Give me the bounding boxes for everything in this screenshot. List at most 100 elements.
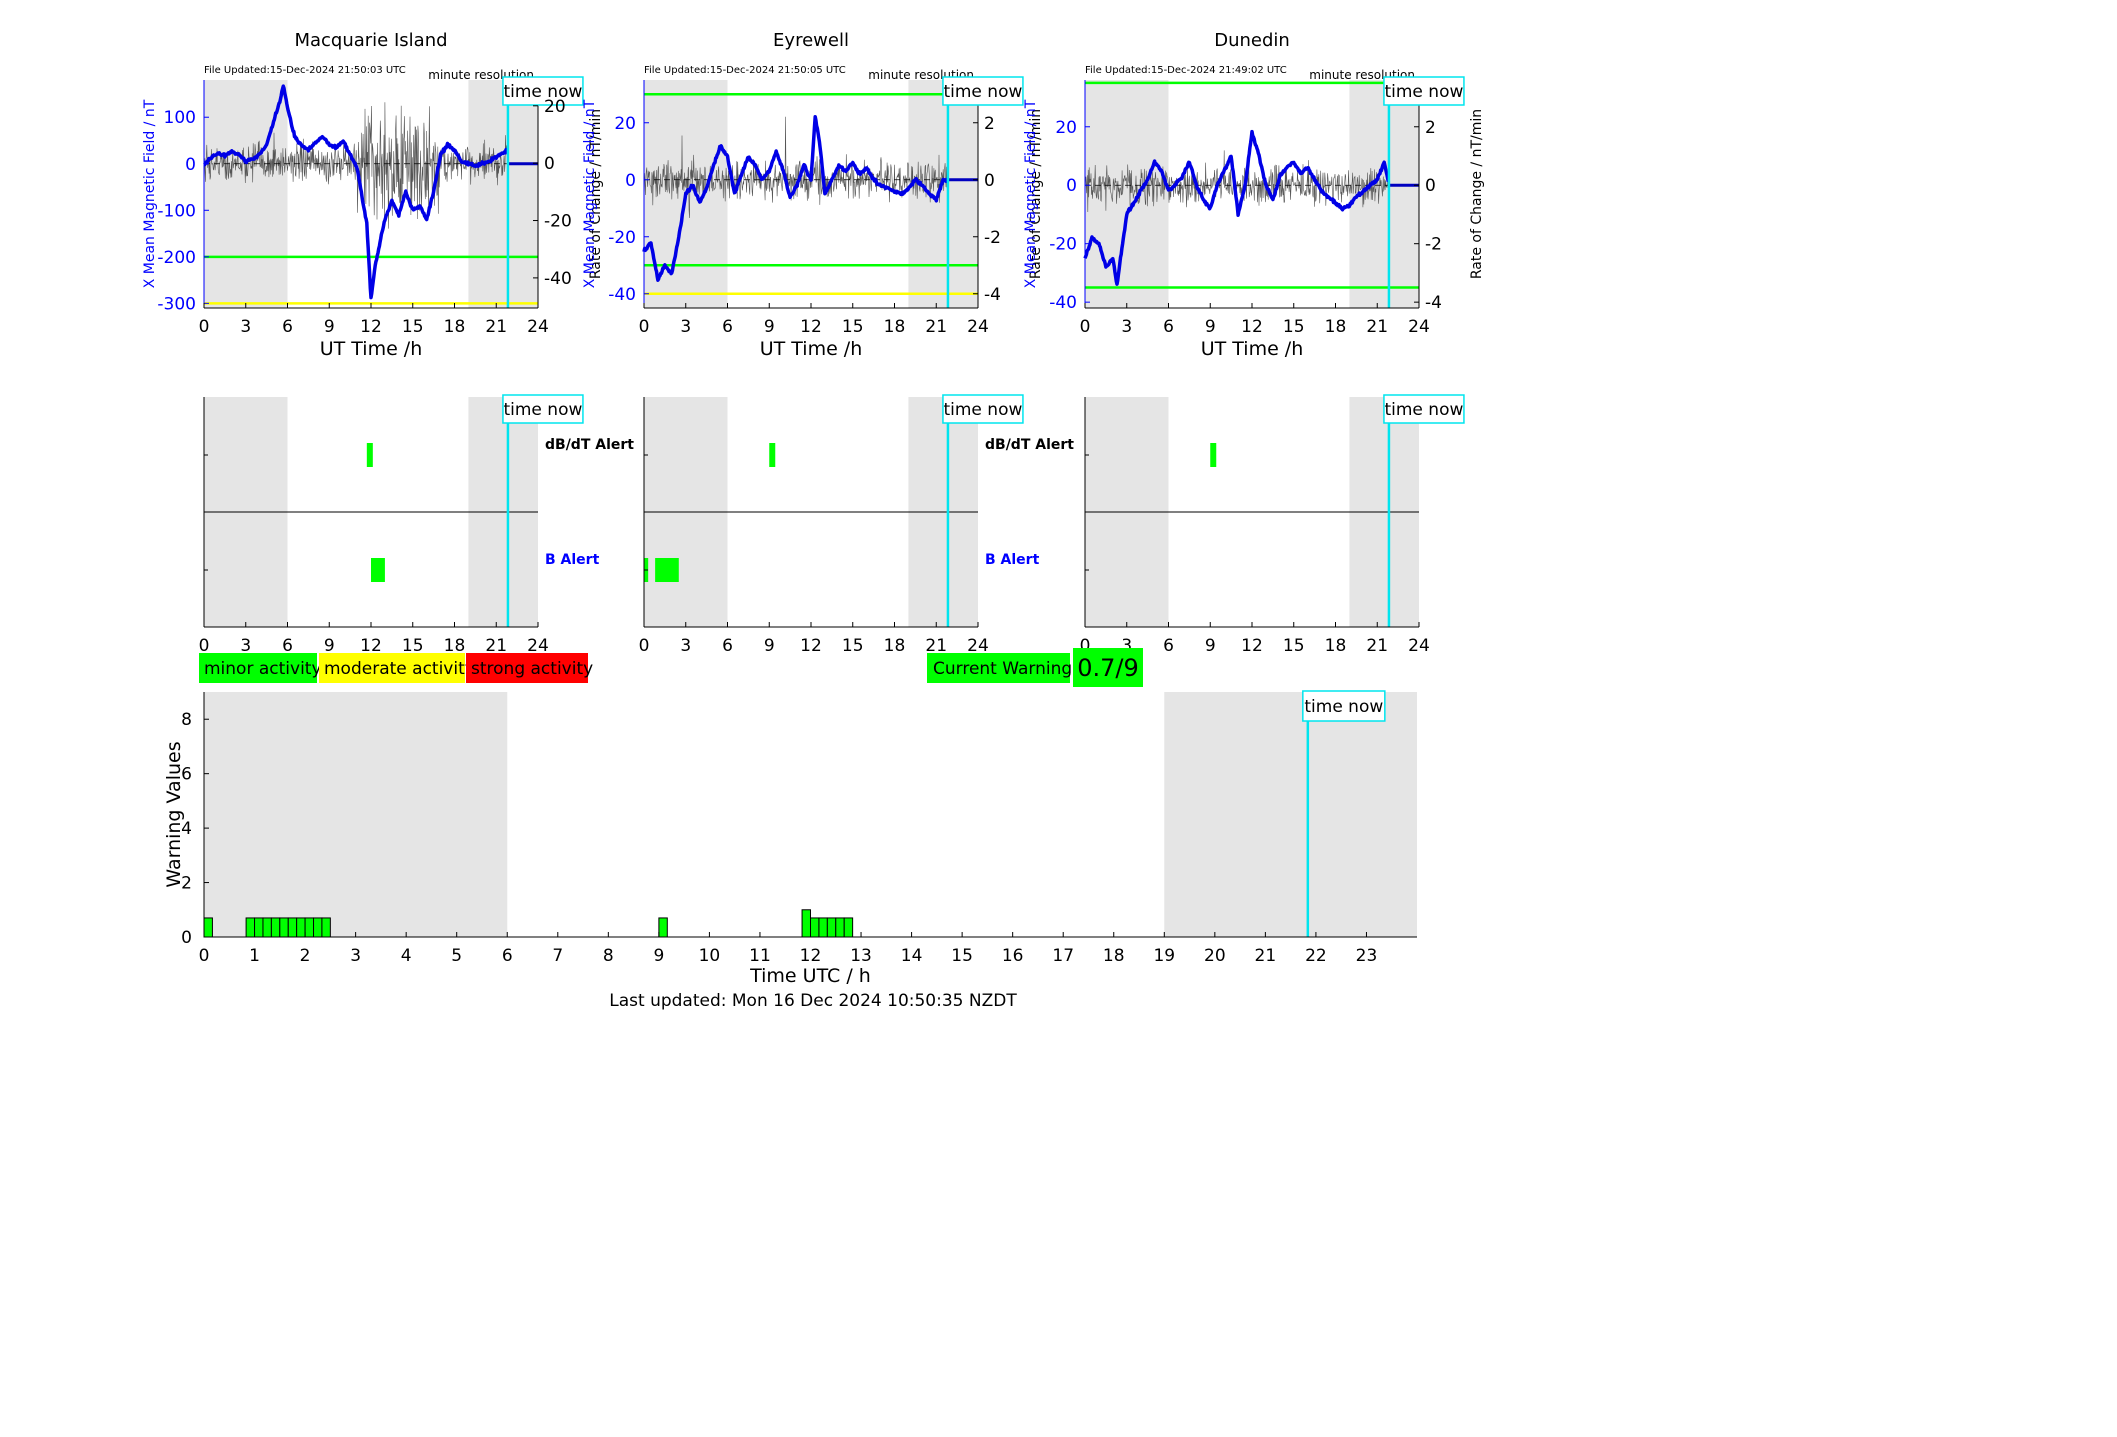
time-now-label: time now — [1384, 82, 1463, 102]
station-title: Macquarie Island — [294, 30, 447, 51]
y2-tick-label: 2 — [1425, 118, 1436, 138]
warning-y-tick-label: 8 — [181, 710, 192, 730]
y2-tick-label: -20 — [544, 212, 572, 232]
dbdt-alert-bar — [1210, 443, 1217, 467]
alert-time-now-box — [942, 394, 1024, 424]
x-axis-label: UT Time /h — [760, 338, 863, 360]
warning-x-tick-label: 1 — [249, 946, 260, 966]
night-shading — [468, 80, 538, 308]
warning-bar — [287, 917, 298, 938]
warning-x-tick-label: 0 — [199, 946, 210, 966]
y-tick-label: -200 — [157, 248, 196, 268]
time-now-box — [502, 76, 584, 106]
last-updated-text: Last updated: Mon 16 Dec 2024 10:50:35 N… — [609, 991, 1017, 1011]
warning-bar — [245, 917, 256, 938]
dbdt-alert-label: dB/dT Alert — [985, 437, 1074, 453]
time-now-label: time now — [943, 82, 1022, 102]
warning-night-shading — [204, 692, 508, 937]
legend-swatch — [199, 653, 317, 683]
y-tick-label: 0 — [625, 171, 636, 191]
alert-x-tick-label: 15 — [842, 636, 864, 656]
warning-x-tick-label: 4 — [401, 946, 412, 966]
x-tick-label: 12 — [800, 317, 822, 337]
warning-night-shading — [1164, 692, 1417, 937]
legend-label: moderate activity — [324, 659, 475, 679]
alert-x-tick-label: 18 — [884, 636, 906, 656]
b-alert-bar — [371, 558, 385, 582]
warning-bar — [801, 909, 811, 938]
time-now-box — [942, 76, 1024, 106]
warning-x-axis-label: Time UTC / h — [749, 965, 871, 987]
alert-x-tick-label: 6 — [1163, 636, 1174, 656]
alert-x-tick-label: 9 — [324, 636, 335, 656]
warning-x-tick-label: 8 — [603, 946, 614, 966]
y2-tick-label: -40 — [544, 269, 572, 289]
warning-bar — [826, 917, 837, 938]
warning-y-tick-label: 4 — [181, 819, 192, 839]
alert-x-tick-label: 3 — [1121, 636, 1132, 656]
x-tick-label: 18 — [444, 317, 466, 337]
x-tick-label: 24 — [527, 317, 549, 337]
y2-tick-label: 2 — [984, 114, 995, 134]
y2-tick-label: -2 — [1425, 235, 1442, 255]
warning-y-tick-label: 0 — [181, 928, 192, 948]
y2-tick-label: 20 — [544, 97, 566, 117]
warning-x-tick-label: 9 — [653, 946, 664, 966]
alert-time-now-label: time now — [943, 400, 1022, 420]
y-tick-label: -40 — [1049, 293, 1077, 313]
x-tick-label: 9 — [324, 317, 335, 337]
alert-x-tick-label: 24 — [1408, 636, 1430, 656]
current-warning-label: Current Warning: — [933, 659, 1078, 679]
x-axis-label: UT Time /h — [320, 338, 423, 360]
station-title: Dunedin — [1214, 30, 1290, 51]
y2-tick-label: -4 — [1425, 293, 1442, 313]
x-tick-label: 9 — [1205, 317, 1216, 337]
time-now-label: time now — [503, 82, 582, 102]
current-warning-value: 0.7/9 — [1077, 654, 1139, 682]
warning-x-tick-label: 23 — [1356, 946, 1378, 966]
station-panel-dunedin: Dunedin File Updated:15-Dec-2024 21:49:02… — [1023, 30, 1485, 656]
warning-x-tick-label: 18 — [1103, 946, 1125, 966]
y2-axis-label: Rate of Change / nT/min — [588, 109, 604, 279]
warning-bar — [321, 917, 331, 938]
alert-x-tick-label: 12 — [800, 636, 822, 656]
warning-bar — [254, 917, 264, 938]
x-tick-label: 18 — [1325, 317, 1347, 337]
warning-bar — [843, 917, 854, 938]
x-tick-label: 24 — [1408, 317, 1430, 337]
warning-x-tick-label: 12 — [800, 946, 822, 966]
y2-tick-label: 0 — [984, 171, 995, 191]
x-tick-label: 0 — [639, 317, 650, 337]
dbdt-alert-label: dB/dT Alert — [545, 437, 634, 453]
station-title: Eyrewell — [773, 30, 849, 51]
warning-x-tick-label: 16 — [1002, 946, 1024, 966]
y2-tick-label: -4 — [984, 285, 1001, 305]
warning-x-tick-label: 14 — [901, 946, 923, 966]
x-tick-label: 6 — [722, 317, 733, 337]
alert-x-tick-label: 3 — [680, 636, 691, 656]
warning-x-tick-label: 19 — [1153, 946, 1175, 966]
warning-x-tick-label: 21 — [1255, 946, 1277, 966]
y-tick-label: -40 — [608, 285, 636, 305]
y-tick-label: 0 — [185, 155, 196, 175]
warning-x-tick-label: 7 — [552, 946, 563, 966]
file-updated-text: File Updated:15-Dec-2024 21:50:03 UTC — [204, 65, 406, 76]
warning-bar — [835, 917, 845, 938]
b-field-trace — [202, 84, 509, 300]
x-tick-label: 21 — [925, 317, 947, 337]
night-shading — [1085, 80, 1169, 308]
b-alert-bar — [655, 558, 679, 582]
y2-tick-label: -2 — [984, 228, 1001, 248]
warning-x-tick-label: 5 — [451, 946, 462, 966]
y-tick-label: 20 — [614, 114, 636, 134]
alert-time-now-box — [1383, 394, 1465, 424]
alert-x-tick-label: 15 — [1283, 636, 1305, 656]
y-tick-label: -20 — [1049, 235, 1077, 255]
x-tick-label: 6 — [1163, 317, 1174, 337]
time-now-box — [1383, 76, 1465, 106]
y-tick-label: 20 — [1055, 118, 1077, 138]
alert-x-tick-label: 12 — [1241, 636, 1263, 656]
alert-x-tick-label: 0 — [1080, 636, 1091, 656]
